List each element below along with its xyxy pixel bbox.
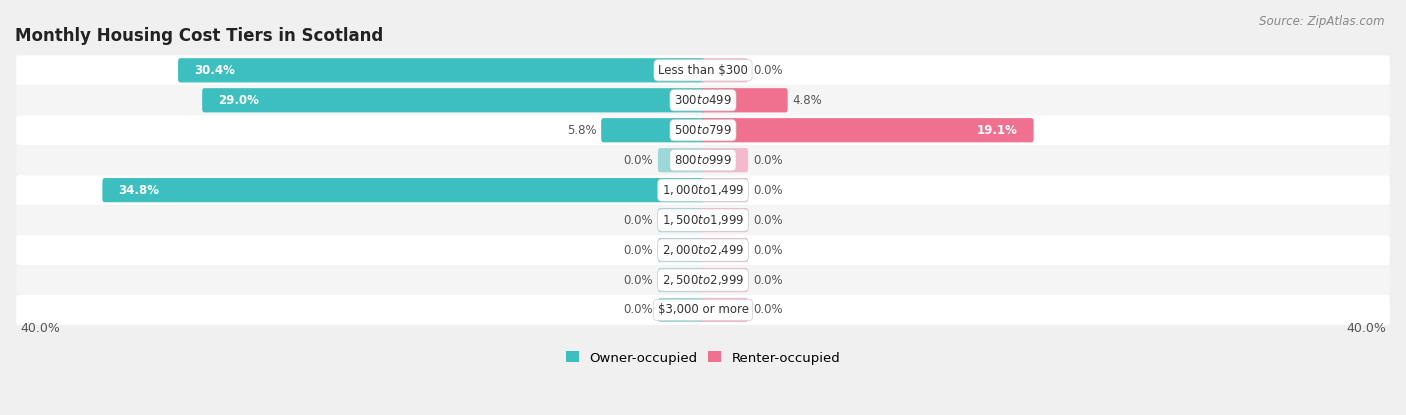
Text: $3,000 or more: $3,000 or more (658, 303, 748, 317)
FancyBboxPatch shape (658, 298, 704, 322)
FancyBboxPatch shape (702, 58, 748, 83)
Text: 0.0%: 0.0% (752, 244, 783, 256)
Text: 0.0%: 0.0% (623, 273, 654, 286)
Text: $2,000 to $2,499: $2,000 to $2,499 (662, 243, 744, 257)
Text: $500 to $799: $500 to $799 (673, 124, 733, 137)
Text: 0.0%: 0.0% (752, 273, 783, 286)
Text: 19.1%: 19.1% (977, 124, 1018, 137)
FancyBboxPatch shape (702, 238, 748, 262)
FancyBboxPatch shape (103, 178, 704, 202)
FancyBboxPatch shape (17, 235, 1389, 265)
FancyBboxPatch shape (702, 298, 748, 322)
FancyBboxPatch shape (702, 118, 1033, 142)
FancyBboxPatch shape (658, 238, 704, 262)
FancyBboxPatch shape (17, 85, 1389, 115)
FancyBboxPatch shape (658, 268, 704, 292)
FancyBboxPatch shape (702, 148, 748, 172)
FancyBboxPatch shape (17, 115, 1389, 145)
Text: 40.0%: 40.0% (20, 322, 60, 335)
Text: Monthly Housing Cost Tiers in Scotland: Monthly Housing Cost Tiers in Scotland (15, 27, 384, 46)
Text: 0.0%: 0.0% (623, 303, 654, 317)
Text: $800 to $999: $800 to $999 (673, 154, 733, 167)
FancyBboxPatch shape (702, 88, 787, 112)
FancyBboxPatch shape (17, 175, 1389, 205)
FancyBboxPatch shape (702, 178, 748, 202)
FancyBboxPatch shape (17, 205, 1389, 235)
Text: 0.0%: 0.0% (623, 214, 654, 227)
Text: $300 to $499: $300 to $499 (673, 94, 733, 107)
Text: 0.0%: 0.0% (752, 64, 783, 77)
Text: $1,000 to $1,499: $1,000 to $1,499 (662, 183, 744, 197)
FancyBboxPatch shape (658, 208, 704, 232)
Text: 4.8%: 4.8% (793, 94, 823, 107)
Text: Source: ZipAtlas.com: Source: ZipAtlas.com (1260, 15, 1385, 27)
Text: $1,500 to $1,999: $1,500 to $1,999 (662, 213, 744, 227)
Text: Less than $300: Less than $300 (658, 64, 748, 77)
Text: 0.0%: 0.0% (752, 184, 783, 197)
Text: 0.0%: 0.0% (623, 244, 654, 256)
FancyBboxPatch shape (602, 118, 704, 142)
FancyBboxPatch shape (17, 56, 1389, 85)
FancyBboxPatch shape (702, 268, 748, 292)
FancyBboxPatch shape (202, 88, 704, 112)
FancyBboxPatch shape (17, 265, 1389, 295)
Text: $2,500 to $2,999: $2,500 to $2,999 (662, 273, 744, 287)
FancyBboxPatch shape (702, 208, 748, 232)
FancyBboxPatch shape (658, 148, 704, 172)
Text: 29.0%: 29.0% (218, 94, 259, 107)
Text: 34.8%: 34.8% (118, 184, 159, 197)
FancyBboxPatch shape (17, 145, 1389, 175)
Text: 0.0%: 0.0% (752, 303, 783, 317)
Text: 0.0%: 0.0% (752, 154, 783, 167)
Text: 0.0%: 0.0% (752, 214, 783, 227)
Text: 40.0%: 40.0% (1346, 322, 1386, 335)
Text: 5.8%: 5.8% (567, 124, 596, 137)
Text: 0.0%: 0.0% (623, 154, 654, 167)
FancyBboxPatch shape (179, 58, 704, 83)
FancyBboxPatch shape (17, 295, 1389, 325)
Legend: Owner-occupied, Renter-occupied: Owner-occupied, Renter-occupied (560, 346, 846, 370)
Text: 30.4%: 30.4% (194, 64, 235, 77)
